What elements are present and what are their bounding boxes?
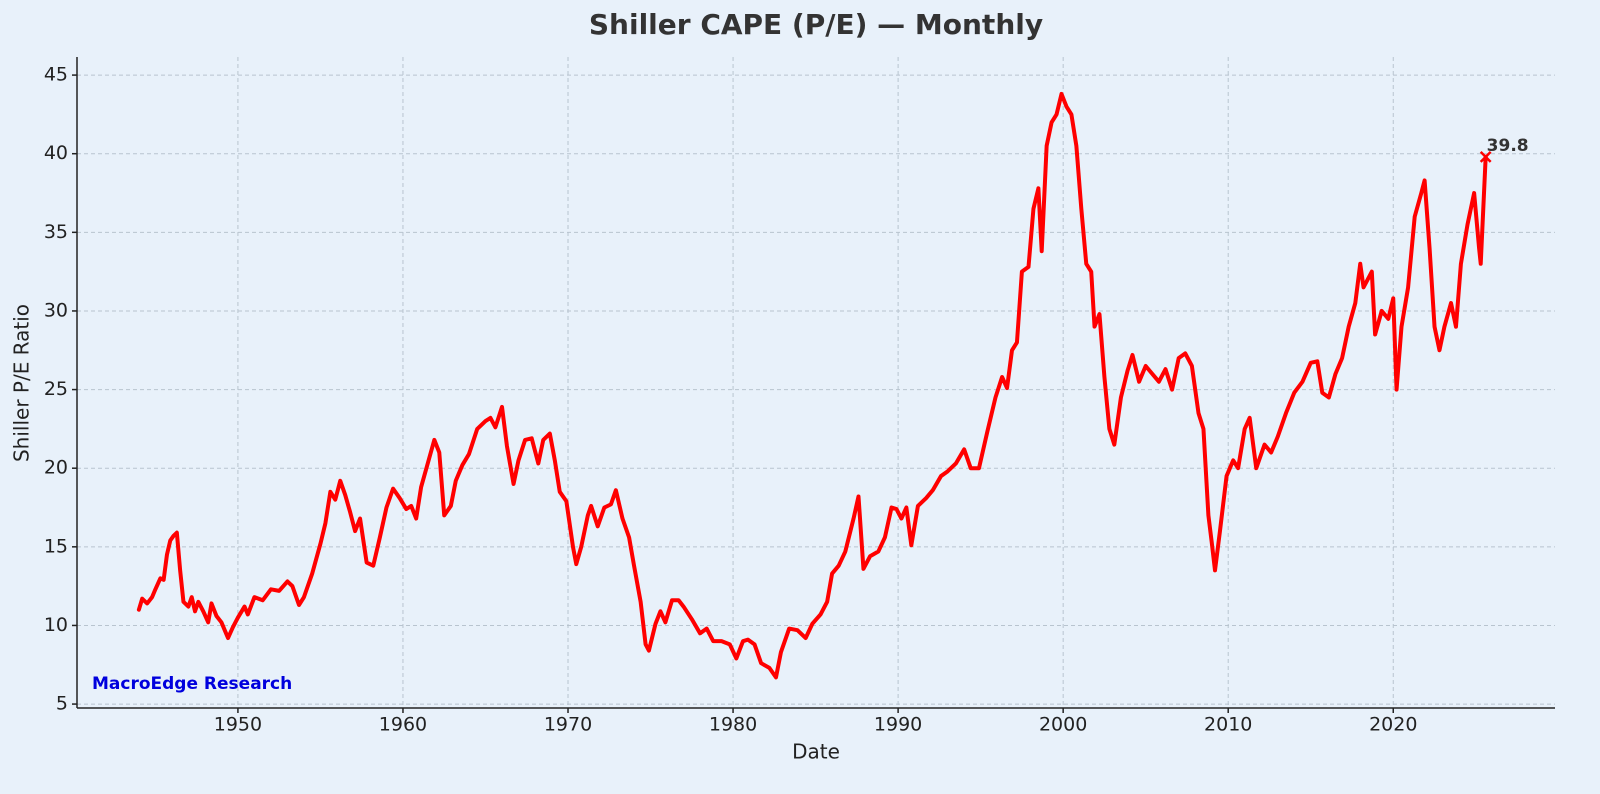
y-tick-label: 45 <box>44 64 68 86</box>
watermark: MacroEdge Research <box>92 674 292 694</box>
x-tick-label: 1980 <box>709 714 757 736</box>
y-tick-label: 30 <box>44 299 68 321</box>
chart-title: Shiller CAPE (P/E) — Monthly <box>589 8 1043 41</box>
last-point-marker <box>1479 150 1492 163</box>
y-tick-label: 25 <box>44 378 68 400</box>
y-tick-label: 40 <box>44 142 68 164</box>
y-tick-label: 20 <box>44 457 68 479</box>
y-tick-label: 5 <box>56 693 68 715</box>
x-tick-label: 1960 <box>379 714 427 736</box>
x-tick-label: 2010 <box>1204 714 1252 736</box>
grid: 5 10 15 20 25 30 35 40 45 1950 1960 1970 1980 1990 200… <box>44 57 1555 736</box>
x-axis-label: Date <box>792 740 840 764</box>
y-axis-label: Shiller P/E Ratio <box>10 304 34 462</box>
y-tick-label: 10 <box>44 614 68 636</box>
x-tick-label: 1970 <box>544 714 592 736</box>
x-tick-label: 1990 <box>874 714 922 736</box>
x-tick-label: 1950 <box>214 714 262 736</box>
line-series <box>136 91 1488 680</box>
x-tick-label: 2020 <box>1369 714 1417 736</box>
y-tick-label: 15 <box>44 535 68 557</box>
last-value-label: 39.8 <box>1487 136 1529 156</box>
plot: 39.8 <box>136 91 1529 680</box>
y-tick-label: 35 <box>44 221 68 243</box>
x-tick-label: 2000 <box>1039 714 1087 736</box>
